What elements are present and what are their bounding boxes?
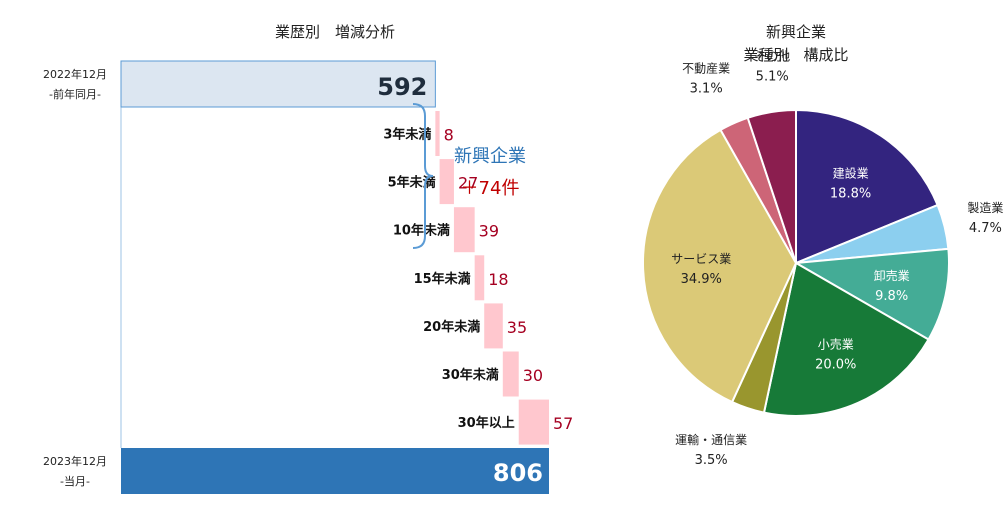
category-label: 5年未満 [388, 175, 436, 191]
pie-slice-value: 3.5% [695, 453, 728, 468]
category-label: 15年未満 [414, 271, 471, 287]
start-label-line2: -前年同月- [49, 87, 101, 101]
pie-slice-label: 小売業 [818, 336, 854, 351]
start-bar [120, 60, 436, 108]
category-label: 10年未満 [393, 223, 450, 239]
pie-slice-value: 5.1% [756, 70, 789, 85]
pie-slice-value: 3.1% [690, 81, 723, 96]
increment-value-label: 35 [507, 318, 527, 337]
increment-value-label: 8 [444, 126, 454, 145]
pie-slice-value: 18.8% [830, 187, 871, 202]
pie-slice-label: 製造業 [967, 201, 1003, 215]
end-bar [121, 448, 549, 494]
increment-value-label: 27 [458, 174, 478, 193]
increment-bar [484, 303, 503, 349]
increment-bar [518, 399, 549, 445]
pie-slice-label: その他 [754, 50, 790, 64]
pie-slice-label: 卸売業 [874, 268, 910, 283]
end-label-line2: -当月- [60, 474, 90, 488]
pie-slice-label: 建設業 [833, 166, 869, 181]
pie-slice-value: 4.7% [969, 221, 1002, 236]
annotation-line2: ＋74件 [461, 178, 520, 199]
pie-slice [795, 108, 939, 265]
start-value-label: 592 [377, 73, 427, 101]
pie-slice [762, 261, 930, 417]
pie-slice-value: 34.9% [681, 272, 722, 287]
annotation-line1: 新興企業 [454, 146, 526, 167]
increment-bar [502, 351, 519, 397]
increment-value-label: 57 [553, 414, 573, 433]
annotation-bracket [412, 103, 434, 249]
pie-slice-value: 20.0% [815, 357, 856, 372]
pie-chart: 新興企業 業種別 構成比 建設業 18.8% 製造業 4.7% 卸売業 9.8% 小売業 20… [642, 23, 1003, 468]
pie-title-line1: 新興企業 [766, 23, 826, 41]
increment-bar [435, 111, 440, 156]
pie-slice [792, 247, 950, 341]
pie-title-line2: 業種別 構成比 [743, 46, 848, 64]
waterfall-chart: 業歴別 増減分析 2022年12月 -前年同月- 2023年12月 -当月- 5… [43, 23, 573, 494]
end-value-label: 806 [493, 459, 543, 487]
category-label: 20年未満 [423, 319, 480, 335]
pie-slice [642, 128, 798, 404]
increment-bar [474, 255, 485, 301]
category-label: 3年未満 [383, 127, 431, 143]
increment-bar [439, 159, 454, 205]
increment-value-label: 30 [523, 366, 543, 385]
pie-slice-label: 運輸・通信業 [675, 432, 747, 447]
pie-slice-label: サービス業 [671, 252, 731, 266]
category-label: 30年未満 [442, 367, 499, 383]
pie-slice-value: 9.8% [875, 289, 908, 304]
pie-slice [746, 108, 797, 264]
start-label-line1: 2022年12月 [43, 67, 107, 81]
end-label-line1: 2023年12月 [43, 454, 107, 468]
pie-slice-label: 不動産業 [682, 60, 730, 75]
increment-value-label: 18 [488, 270, 508, 289]
category-label: 30年以上 [458, 415, 515, 431]
increment-value-label: 39 [479, 222, 499, 241]
waterfall-title: 業歴別 増減分析 [275, 23, 395, 41]
increment-bar [453, 207, 475, 253]
